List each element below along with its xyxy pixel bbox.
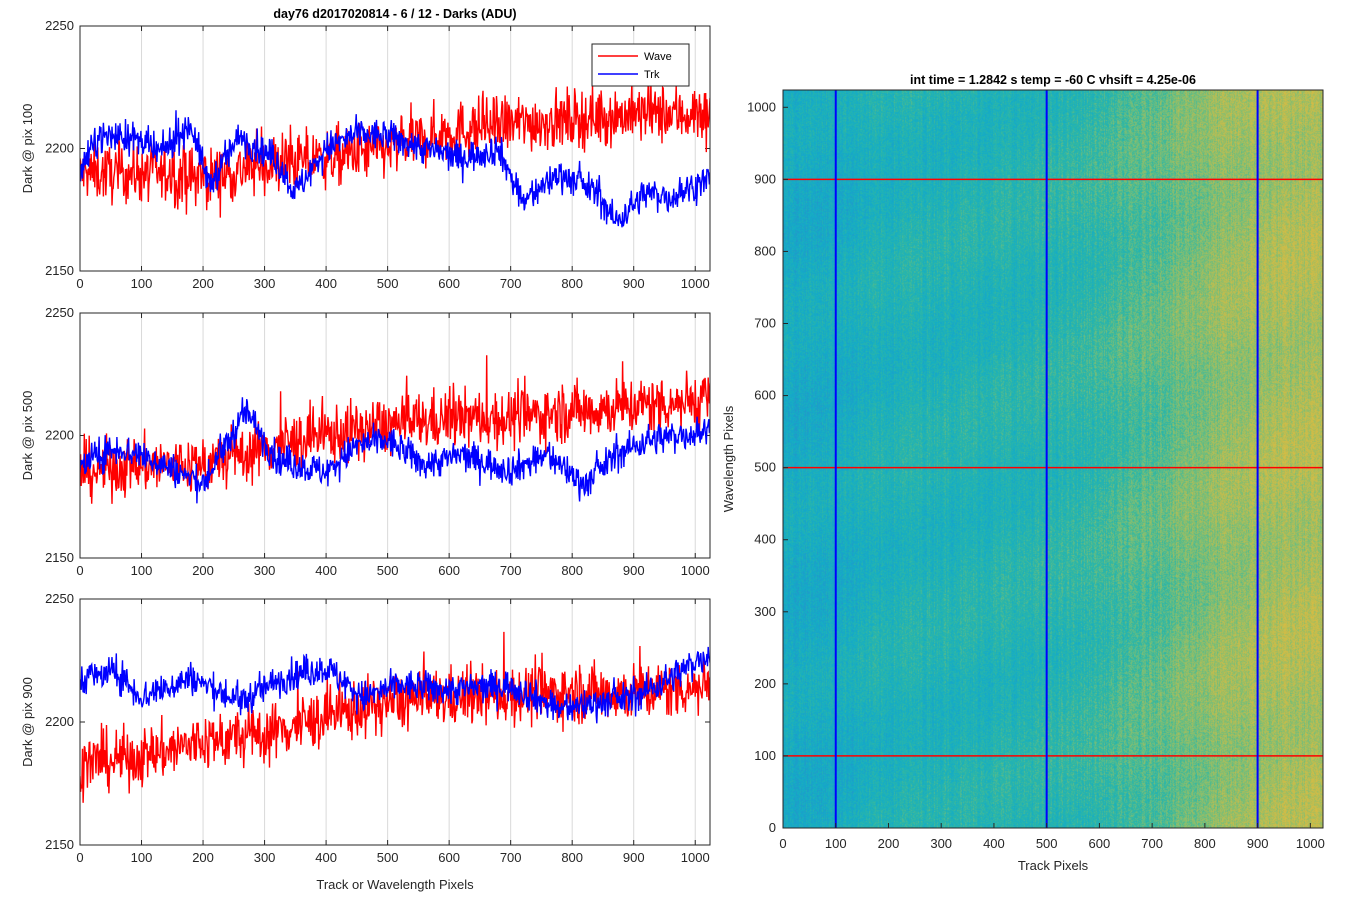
x-tick-label: 800 [561, 276, 583, 291]
x-tick-label: 300 [254, 563, 276, 578]
plot-area [80, 313, 710, 558]
x-tick-label: 0 [76, 563, 83, 578]
x-tick-label: 400 [315, 563, 337, 578]
heatmap-title: int time = 1.2842 s temp = -60 C vhsift … [910, 73, 1196, 87]
x-axis-label: Track or Wavelength Pixels [316, 877, 474, 892]
y-tick-label: 200 [754, 676, 776, 691]
x-tick-label: 700 [500, 563, 522, 578]
heatmap-panel: 0 100 200 300 400 500 600 700 800 900 1000 0 100 200 3… [721, 73, 1325, 873]
line-panel-1: 0 100 200 300 400 500 600 700 800 900 1000 2150 2200… [20, 7, 711, 291]
x-tick-label: 700 [500, 850, 522, 865]
heatmap-image [783, 90, 1323, 828]
x-tick-label: 1000 [681, 850, 710, 865]
x-tick-label: 100 [131, 276, 153, 291]
x-tick-label: 100 [825, 836, 847, 851]
axes-frame [79, 312, 711, 559]
x-tick-label: 1000 [1296, 836, 1325, 851]
x-tick-label: 500 [377, 850, 399, 865]
line-panel-3: 0 100 200 300 400 500 600 700 800 900 1000 2150 2200… [20, 591, 711, 892]
legend-box [591, 43, 690, 87]
y-tick-label: 2250 [45, 18, 74, 33]
y-tick-label: 900 [754, 171, 776, 186]
y-tick-label: 600 [754, 388, 776, 403]
x-tick-label: 600 [438, 850, 460, 865]
y-tick-label: 2150 [45, 550, 74, 565]
x-tick-label: 900 [623, 850, 645, 865]
series-line-wave [80, 355, 710, 504]
x-tick-label: 300 [254, 276, 276, 291]
chart-title: day76 d2017020814 - 6 / 12 - Darks (ADU) [273, 7, 516, 21]
x-tick-label: 300 [254, 850, 276, 865]
x-tick-label: 200 [192, 276, 214, 291]
y-tick-label: 2200 [45, 428, 74, 443]
x-tick-label: 900 [623, 563, 645, 578]
x-tick-label: 500 [377, 276, 399, 291]
series-line-trk [80, 646, 710, 724]
y-tick-label: 2150 [45, 263, 74, 278]
x-tick-label: 700 [500, 276, 522, 291]
x-tick-label: 900 [623, 276, 645, 291]
y-axis-label: Wavelength Pixels [721, 405, 736, 512]
line-panel-2: 0 100 200 300 400 500 600 700 800 900 1000 2150 2200… [20, 305, 711, 578]
y-tick-label: 400 [754, 532, 776, 547]
y-tick-label: 300 [754, 604, 776, 619]
x-tick-label: 600 [438, 563, 460, 578]
y-tick-label: 700 [754, 316, 776, 331]
plot-area [80, 599, 710, 845]
x-tick-label: 700 [1141, 836, 1163, 851]
y-axis-label: Dark @ pix 900 [20, 677, 35, 767]
legend-label-wave: Wave [644, 51, 672, 63]
y-tick-label: 2200 [45, 141, 74, 156]
x-tick-label: 100 [131, 850, 153, 865]
x-tick-label: 0 [76, 276, 83, 291]
axes-frame [782, 89, 1324, 829]
x-tick-label: 600 [438, 276, 460, 291]
axes-frame [79, 598, 711, 846]
x-tick-label: 900 [1247, 836, 1269, 851]
y-tick-label: 0 [769, 820, 776, 835]
y-tick-label: 800 [754, 243, 776, 258]
x-tick-label: 200 [878, 836, 900, 851]
x-tick-label: 1000 [681, 276, 710, 291]
x-tick-label: 400 [315, 850, 337, 865]
x-tick-label: 0 [779, 836, 786, 851]
y-tick-label: 2150 [45, 837, 74, 852]
y-tick-label: 500 [754, 460, 776, 475]
series-line-trk [80, 110, 710, 228]
x-tick-label: 1000 [681, 563, 710, 578]
x-tick-label: 500 [377, 563, 399, 578]
x-tick-label: 200 [192, 850, 214, 865]
y-tick-label: 100 [754, 748, 776, 763]
y-axis-label: Dark @ pix 100 [20, 104, 35, 194]
x-tick-label: 800 [561, 563, 583, 578]
legend-label-trk: Trk [644, 69, 660, 81]
x-tick-label: 800 [1194, 836, 1216, 851]
axes-frame [79, 25, 711, 272]
x-tick-label: 200 [192, 563, 214, 578]
x-tick-label: 600 [1089, 836, 1111, 851]
x-tick-label: 400 [315, 276, 337, 291]
x-tick-label: 400 [983, 836, 1005, 851]
series-line-trk [80, 397, 710, 504]
x-tick-label: 100 [131, 563, 153, 578]
x-tick-label: 500 [1036, 836, 1058, 851]
x-tick-label: 800 [561, 850, 583, 865]
y-axis-label: Dark @ pix 500 [20, 391, 35, 481]
legend: Wave Trk [591, 43, 690, 87]
x-tick-label: 300 [930, 836, 952, 851]
y-tick-label: 2200 [45, 714, 74, 729]
x-tick-label: 0 [76, 850, 83, 865]
y-tick-label: 2250 [45, 305, 74, 320]
y-tick-label: 1000 [747, 99, 776, 114]
x-axis-label: Track Pixels [1018, 858, 1089, 873]
y-tick-label: 2250 [45, 591, 74, 606]
